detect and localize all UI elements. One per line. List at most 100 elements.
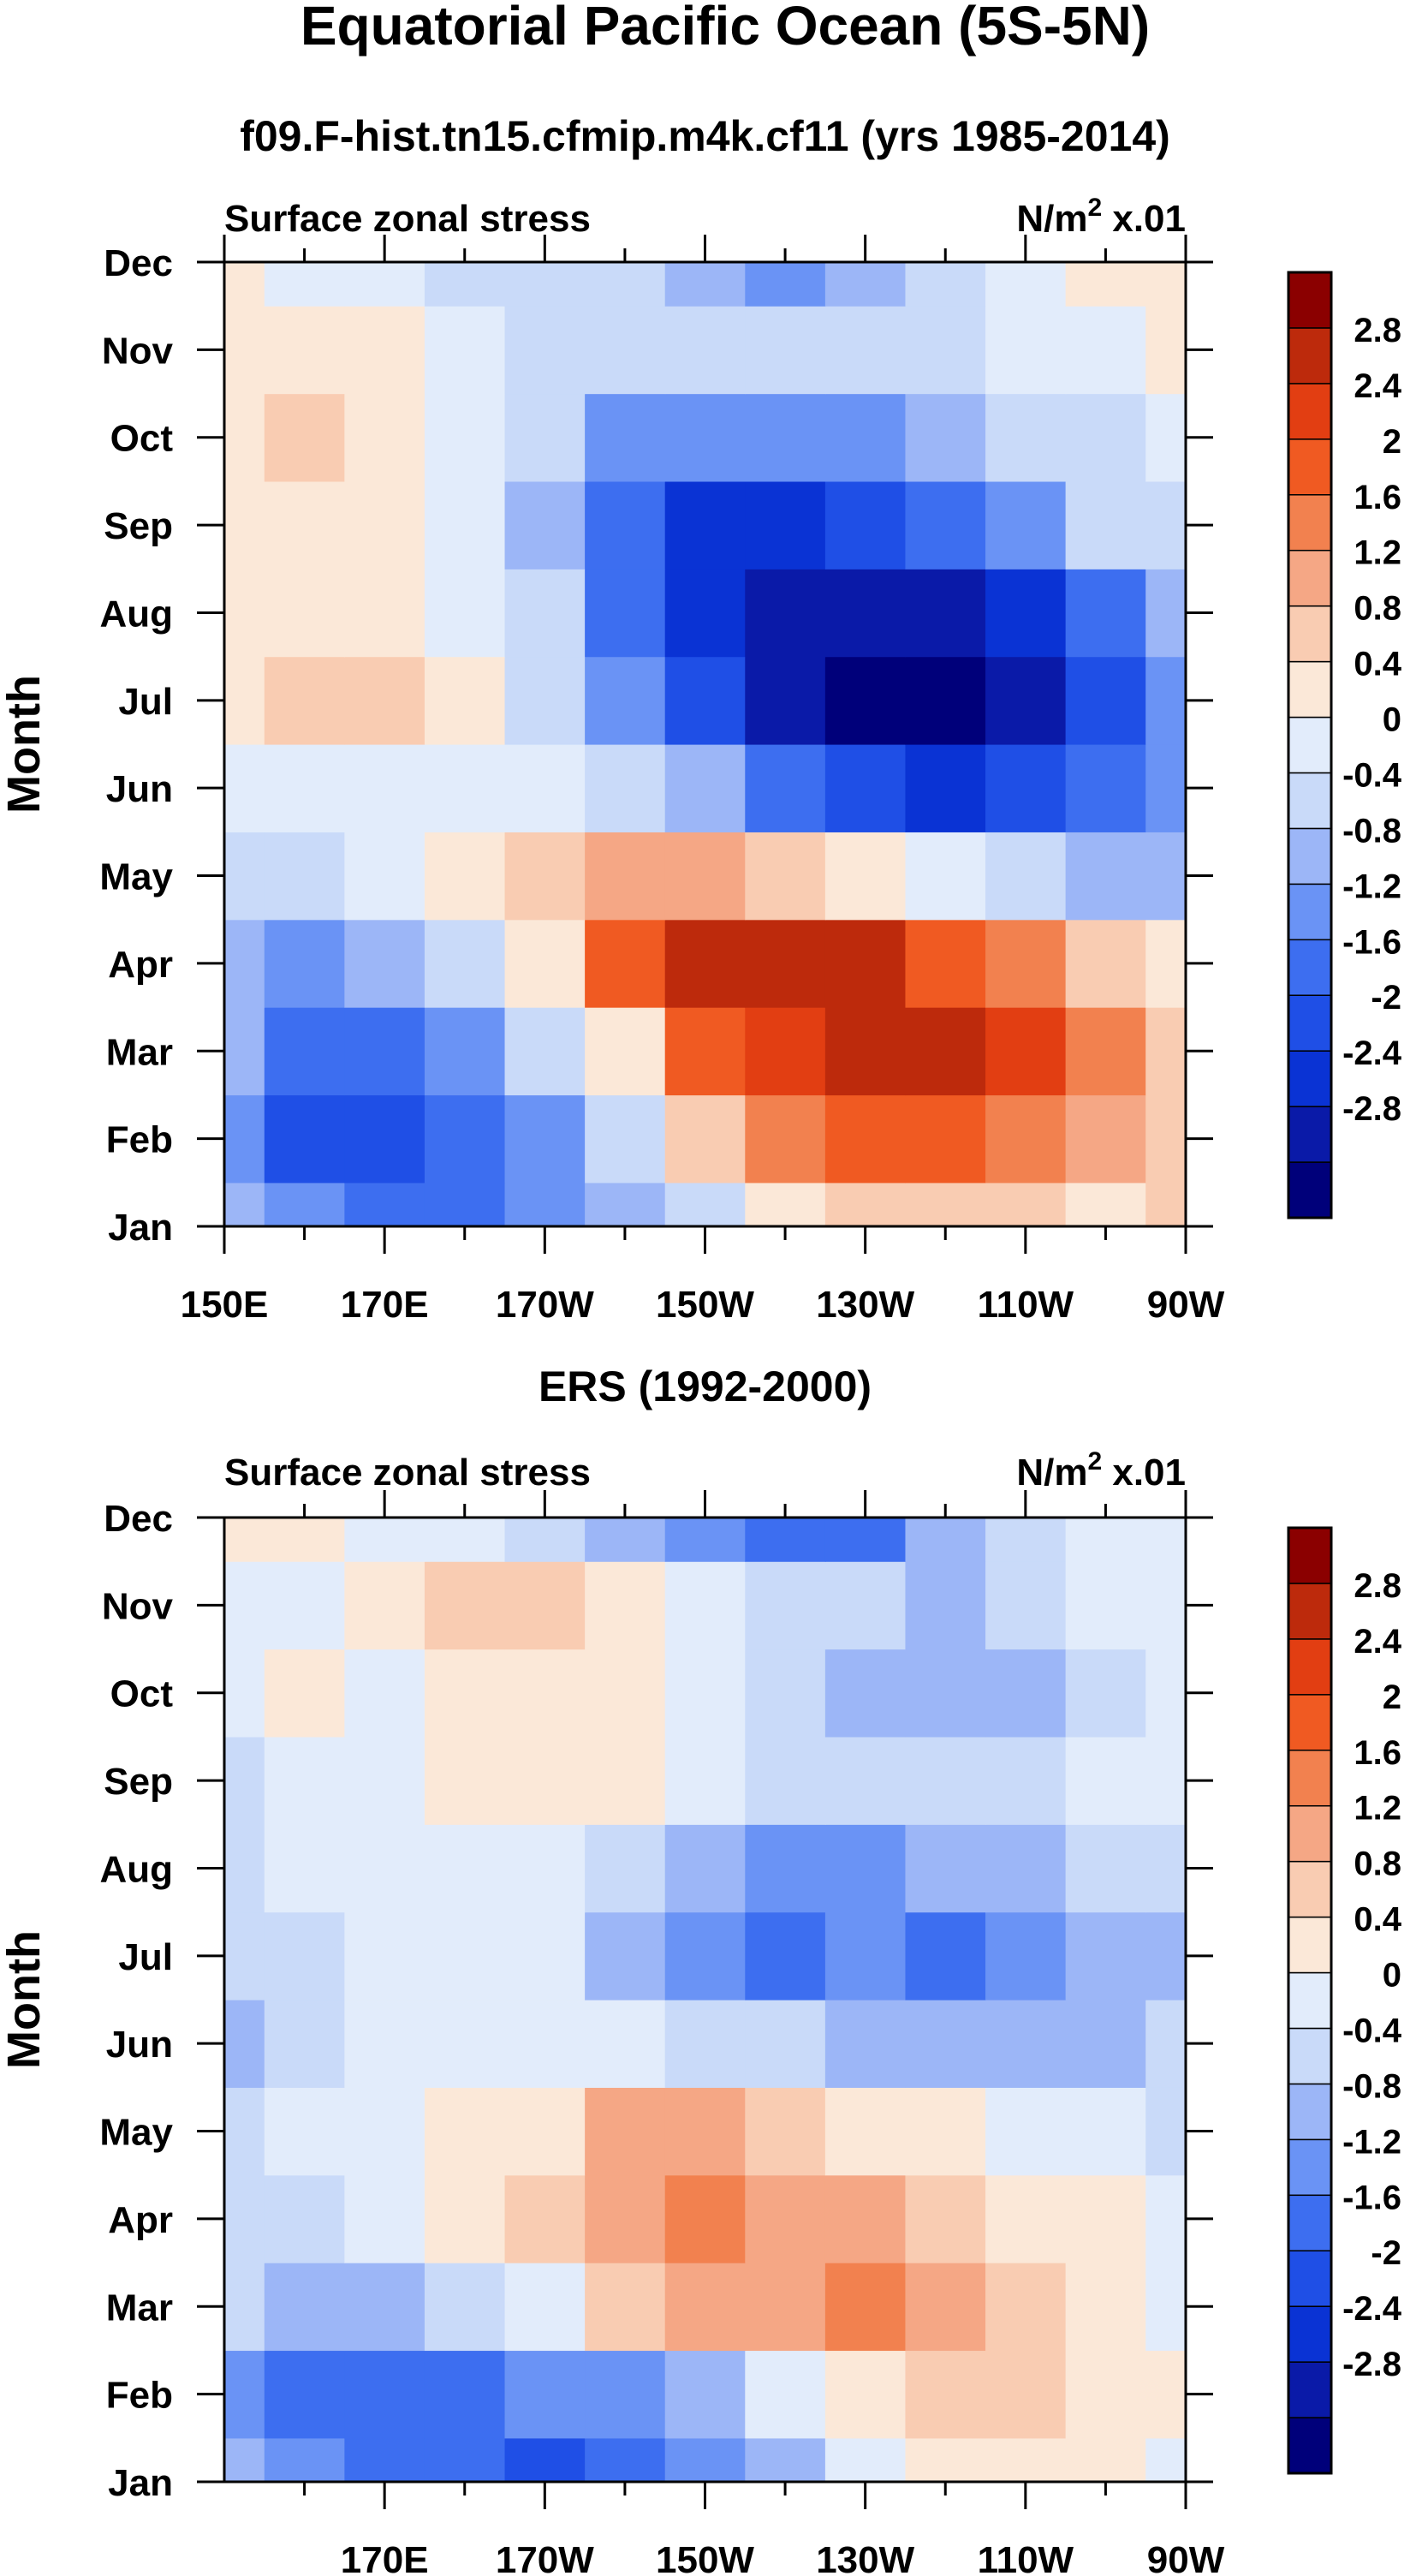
colorbar-label: -2.4 bbox=[1342, 1035, 1402, 1072]
heat-cell bbox=[985, 1824, 1067, 1913]
heat-cell bbox=[1065, 2263, 1146, 2352]
colorbar-box bbox=[1288, 2361, 1332, 2418]
heat-cell bbox=[985, 832, 1067, 921]
heat-cell bbox=[344, 262, 425, 307]
heat-cell bbox=[585, 2087, 666, 2176]
heat-cell bbox=[224, 656, 265, 745]
heat-cell bbox=[504, 393, 586, 482]
heat-cell bbox=[344, 656, 425, 745]
heat-cell bbox=[424, 1911, 506, 2001]
heat-cell bbox=[224, 569, 265, 658]
heat-cell bbox=[824, 2263, 907, 2352]
heat-cell bbox=[905, 393, 986, 482]
heat-cell bbox=[585, 1518, 666, 1562]
colorbar-box bbox=[1288, 1860, 1332, 1918]
heat-cell bbox=[264, 1736, 345, 1825]
heat-cell bbox=[1065, 2437, 1146, 2482]
heat-cell bbox=[424, 1561, 506, 1650]
heat-cell bbox=[664, 1561, 746, 1650]
heat-cell bbox=[664, 569, 746, 658]
heat-cell bbox=[344, 1824, 425, 1913]
heat-cell bbox=[905, 1007, 986, 1096]
heat-cell bbox=[1145, 1911, 1186, 2001]
x-tick-label: 130W bbox=[816, 1284, 914, 1326]
heat-cell bbox=[264, 480, 345, 569]
heat-cell bbox=[664, 744, 746, 832]
heat-cell bbox=[905, 2087, 986, 2176]
units-label: N/m2 x.01 bbox=[1016, 1447, 1186, 1494]
heat-cell bbox=[824, 1824, 907, 1913]
heat-cell bbox=[985, 744, 1067, 832]
heat-cell bbox=[824, 832, 907, 921]
heat-cell bbox=[264, 1911, 345, 2001]
x-tick-label: 170E bbox=[341, 1284, 429, 1326]
y-tick-label: Oct bbox=[110, 418, 174, 460]
heat-cell bbox=[985, 1094, 1067, 1184]
heat-cell bbox=[905, 1736, 986, 1825]
heat-cell bbox=[344, 2437, 425, 2482]
heat-cell bbox=[585, 2437, 666, 2482]
heat-cell bbox=[1145, 393, 1186, 482]
heat-cell bbox=[745, 2350, 826, 2439]
heat-cell bbox=[224, 2350, 265, 2439]
colorbar-box bbox=[1288, 2305, 1332, 2363]
heat-cell bbox=[585, 1007, 666, 1096]
x-tick-label: 150W bbox=[656, 2539, 754, 2576]
heat-cell bbox=[745, 2437, 826, 2482]
colorbar-label: 2.8 bbox=[1354, 1567, 1401, 1605]
colorbar-frame bbox=[1287, 271, 1333, 1219]
heat-cell bbox=[745, 569, 826, 658]
y-tick-label: Sep bbox=[104, 1761, 173, 1803]
colorbar-box bbox=[1288, 549, 1332, 607]
heat-cell bbox=[824, 393, 907, 482]
heat-cell bbox=[504, 1518, 586, 1562]
heat-cell bbox=[424, 1824, 506, 1913]
colorbar-label: -2.4 bbox=[1342, 2290, 1402, 2328]
colorbar-box bbox=[1288, 1916, 1332, 1974]
heat-cell bbox=[1065, 832, 1146, 921]
colorbar-box bbox=[1288, 327, 1332, 385]
heat-cell bbox=[344, 1649, 425, 1738]
colorbar-label: -1.2 bbox=[1342, 2123, 1401, 2161]
heat-cell bbox=[585, 2263, 666, 2352]
heat-cell bbox=[985, 262, 1067, 307]
heat-cell bbox=[344, 1736, 425, 1825]
heat-cell bbox=[1065, 2000, 1146, 2088]
colorbar-box bbox=[1288, 994, 1332, 1052]
heat-cell bbox=[664, 1182, 746, 1226]
heat-cell bbox=[585, 1094, 666, 1184]
heat-cell bbox=[424, 744, 506, 832]
colorbar-label: 1.2 bbox=[1354, 1790, 1401, 1828]
heat-cell bbox=[224, 393, 265, 482]
heat-cell bbox=[264, 2000, 345, 2088]
colorbar-box bbox=[1288, 494, 1332, 552]
colorbar-label: 0 bbox=[1383, 1957, 1401, 1995]
colorbar-label: 2 bbox=[1383, 423, 1401, 461]
heat-cell bbox=[424, 2000, 506, 2088]
heat-cell bbox=[224, 1561, 265, 1650]
heat-cell bbox=[424, 1518, 506, 1562]
colorbar-label: 0.8 bbox=[1354, 1846, 1401, 1883]
y-tick-label: Apr bbox=[108, 2199, 173, 2241]
heat-cell bbox=[424, 2437, 506, 2482]
heat-cell bbox=[504, 744, 586, 832]
heat-cell bbox=[585, 1649, 666, 1738]
variable-label: Surface zonal stress bbox=[224, 1452, 591, 1494]
x-tick-label: 110W bbox=[978, 2539, 1074, 2576]
heat-cell bbox=[664, 1649, 746, 1738]
heat-cell bbox=[824, 2350, 907, 2439]
heat-cell bbox=[424, 480, 506, 569]
colorbar-label: -0.8 bbox=[1342, 812, 1401, 850]
heat-cell bbox=[985, 656, 1067, 745]
colorbar-box bbox=[1288, 2417, 1332, 2474]
heat-cell bbox=[585, 393, 666, 482]
heat-cell bbox=[905, 1518, 986, 1562]
heat-cell bbox=[1065, 2174, 1146, 2263]
colorbar-box bbox=[1288, 1971, 1332, 2030]
heat-cell bbox=[344, 569, 425, 658]
y-tick-label: Dec bbox=[104, 1498, 173, 1540]
heat-cell bbox=[824, 1911, 907, 2001]
colorbar-label: -0.4 bbox=[1342, 756, 1402, 794]
heat-cell bbox=[905, 2437, 986, 2482]
heat-cell bbox=[1145, 744, 1186, 832]
